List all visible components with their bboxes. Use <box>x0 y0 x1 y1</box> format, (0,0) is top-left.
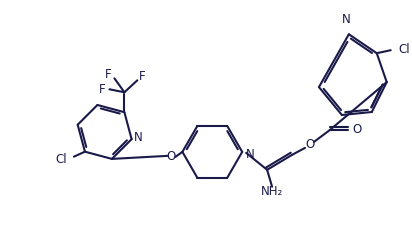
Text: Cl: Cl <box>399 43 410 56</box>
Text: F: F <box>139 70 145 83</box>
Text: NH₂: NH₂ <box>261 185 283 198</box>
Text: N: N <box>134 131 143 144</box>
Text: Cl: Cl <box>55 153 67 166</box>
Text: O: O <box>167 150 176 163</box>
Text: O: O <box>353 123 362 136</box>
Text: F: F <box>99 83 106 96</box>
Text: O: O <box>305 138 315 151</box>
Text: N: N <box>342 13 350 26</box>
Text: F: F <box>105 68 112 81</box>
Text: N: N <box>246 148 255 161</box>
